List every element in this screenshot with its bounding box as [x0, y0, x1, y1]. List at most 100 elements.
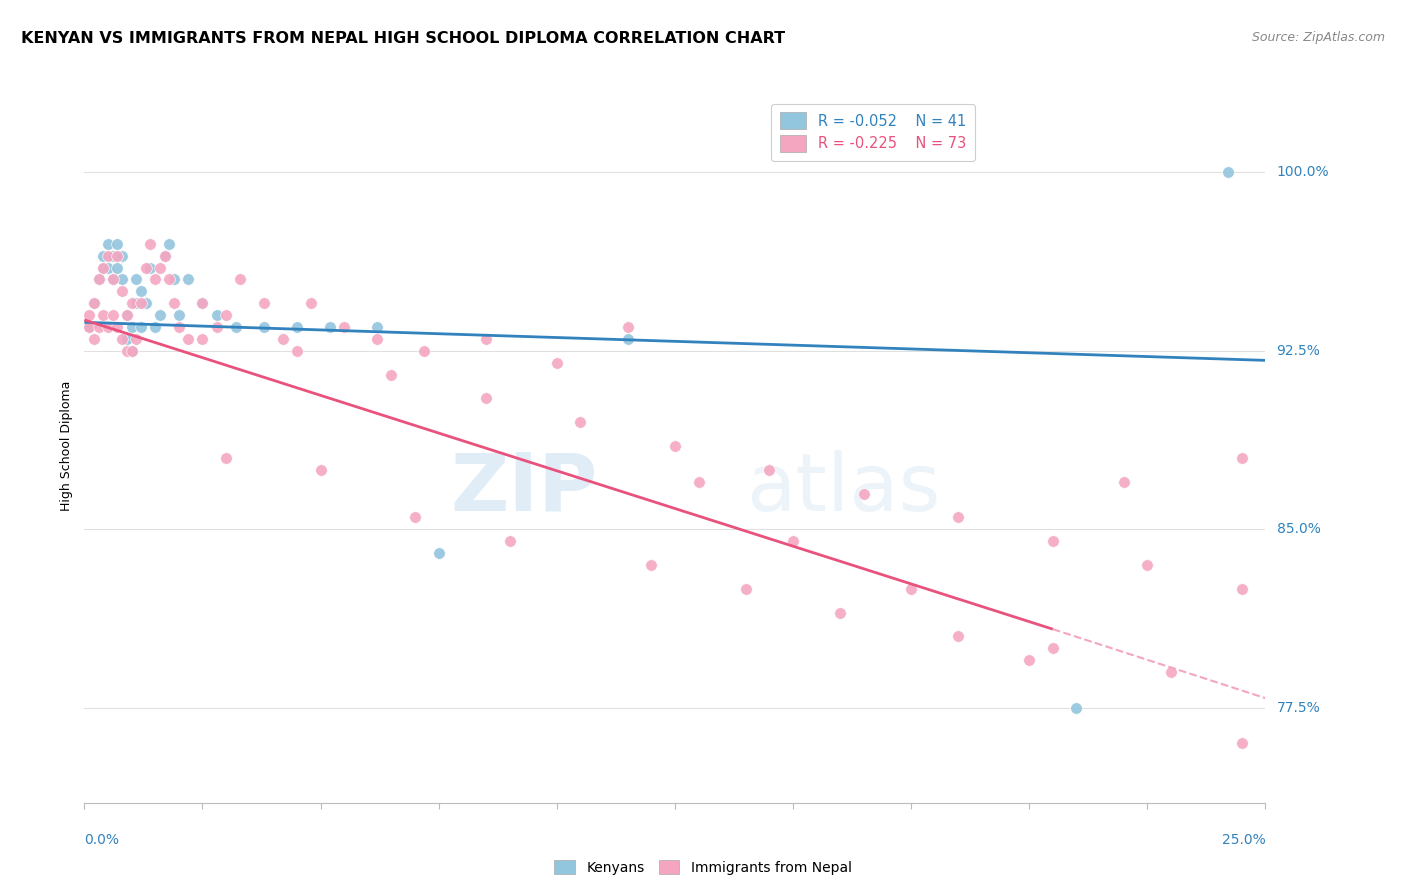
Point	[366, 320, 388, 334]
Point	[121, 320, 143, 334]
Point	[1018, 653, 1040, 667]
Point	[215, 450, 238, 465]
Point	[546, 356, 568, 370]
Point	[366, 332, 388, 346]
Point	[191, 296, 214, 310]
Text: ZIP: ZIP	[451, 450, 598, 528]
Text: atlas: atlas	[745, 450, 941, 528]
Point	[91, 249, 114, 263]
Point	[101, 272, 124, 286]
Point	[101, 249, 124, 263]
Point	[191, 332, 214, 346]
Point	[1112, 475, 1135, 489]
Point	[77, 308, 100, 322]
Point	[121, 343, 143, 358]
Point	[115, 332, 138, 346]
Point	[229, 272, 252, 286]
Point	[191, 296, 214, 310]
Point	[1230, 582, 1253, 596]
Point	[427, 546, 450, 560]
Point	[101, 308, 124, 322]
Point	[1230, 736, 1253, 750]
Point	[852, 486, 875, 500]
Point	[77, 320, 100, 334]
Point	[215, 308, 238, 322]
Point	[143, 272, 166, 286]
Point	[97, 236, 120, 251]
Point	[87, 272, 110, 286]
Point	[139, 236, 162, 251]
Point	[640, 558, 662, 572]
Point	[688, 475, 710, 489]
Point	[125, 332, 148, 346]
Point	[163, 272, 186, 286]
Point	[1042, 534, 1064, 549]
Point	[107, 249, 129, 263]
Point	[664, 439, 686, 453]
Point	[1066, 700, 1088, 714]
Point	[1160, 665, 1182, 679]
Text: 85.0%: 85.0%	[1277, 522, 1320, 536]
Point	[205, 308, 228, 322]
Point	[253, 320, 276, 334]
Point	[91, 260, 114, 275]
Point	[135, 260, 157, 275]
Point	[143, 320, 166, 334]
Point	[163, 296, 186, 310]
Point	[380, 368, 402, 382]
Point	[616, 320, 638, 334]
Point	[333, 320, 356, 334]
Point	[77, 320, 100, 334]
Text: Source: ZipAtlas.com: Source: ZipAtlas.com	[1251, 31, 1385, 45]
Point	[1042, 641, 1064, 656]
Point	[91, 260, 114, 275]
Text: 25.0%: 25.0%	[1222, 833, 1265, 847]
Point	[475, 332, 498, 346]
Text: 0.0%: 0.0%	[84, 833, 120, 847]
Point	[115, 308, 138, 322]
Point	[111, 332, 134, 346]
Y-axis label: High School Diploma: High School Diploma	[60, 381, 73, 511]
Point	[734, 582, 756, 596]
Point	[1230, 450, 1253, 465]
Text: KENYAN VS IMMIGRANTS FROM NEPAL HIGH SCHOOL DIPLOMA CORRELATION CHART: KENYAN VS IMMIGRANTS FROM NEPAL HIGH SCH…	[21, 31, 785, 46]
Point	[299, 296, 322, 310]
Point	[125, 272, 148, 286]
Point	[271, 332, 294, 346]
Point	[97, 249, 120, 263]
Point	[167, 320, 190, 334]
Point	[91, 308, 114, 322]
Point	[125, 296, 148, 310]
Point	[139, 260, 162, 275]
Point	[107, 260, 129, 275]
Point	[177, 332, 200, 346]
Point	[1216, 165, 1239, 179]
Point	[758, 463, 780, 477]
Point	[948, 629, 970, 643]
Point	[111, 285, 134, 299]
Point	[157, 236, 180, 251]
Point	[253, 296, 276, 310]
Point	[149, 308, 172, 322]
Point	[129, 285, 152, 299]
Point	[97, 260, 120, 275]
Point	[404, 510, 426, 524]
Point	[309, 463, 332, 477]
Point	[149, 260, 172, 275]
Point	[569, 415, 592, 429]
Point	[87, 320, 110, 334]
Legend: Kenyans, Immigrants from Nepal: Kenyans, Immigrants from Nepal	[548, 855, 858, 880]
Point	[129, 320, 152, 334]
Point	[157, 272, 180, 286]
Point	[115, 343, 138, 358]
Legend: R = -0.052    N = 41, R = -0.225    N = 73: R = -0.052 N = 41, R = -0.225 N = 73	[770, 103, 974, 161]
Point	[111, 249, 134, 263]
Point	[121, 343, 143, 358]
Point	[83, 296, 105, 310]
Point	[121, 296, 143, 310]
Point	[167, 308, 190, 322]
Point	[101, 272, 124, 286]
Point	[107, 320, 129, 334]
Point	[782, 534, 804, 549]
Point	[830, 606, 852, 620]
